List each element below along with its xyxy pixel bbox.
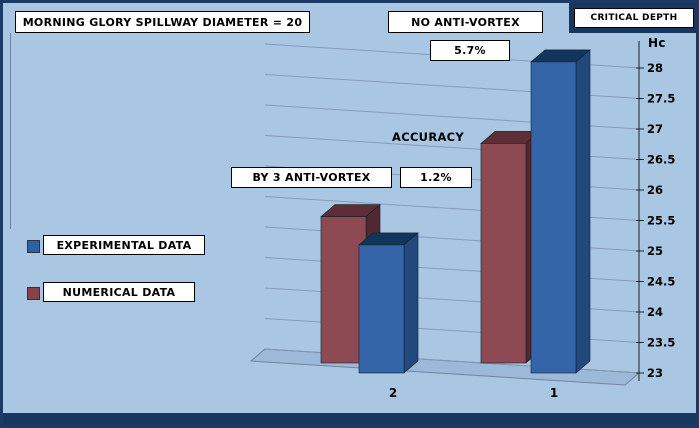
svg-text:27: 27: [647, 122, 663, 136]
category-label: 1: [550, 386, 558, 400]
svg-text:26: 26: [647, 183, 663, 197]
category-label: 2: [389, 386, 397, 400]
svg-text:25.5: 25.5: [647, 214, 675, 228]
by3-accuracy-value-box: 1.2%: [400, 167, 472, 188]
svg-text:23: 23: [647, 366, 663, 380]
legend-swatch-experimental: [27, 240, 40, 253]
svg-text:24.5: 24.5: [647, 275, 675, 289]
bottom-band: [3, 413, 696, 425]
svg-text:24: 24: [647, 305, 663, 319]
svg-text:27.5: 27.5: [647, 92, 675, 106]
by3-anti-vortex-label-box: BY 3 ANTI-VORTEX: [231, 167, 392, 188]
critical-depth-box: CRITICAL DEPTH: [574, 8, 694, 28]
svg-text:23.5: 23.5: [647, 336, 675, 350]
legend-swatch-numerical: [27, 287, 40, 300]
no-anti-vortex-label-box: NO ANTI-VORTEX: [388, 11, 543, 33]
left-rule-divider: [10, 33, 11, 229]
no-av-accuracy-value-box: 5.7%: [430, 40, 510, 61]
critical-depth-panel: CRITICAL DEPTH: [569, 3, 696, 33]
svg-text:26.5: 26.5: [647, 153, 675, 167]
bar-chart-canvas: 23 23.5 24 24.5 25 25.5 26 26.5 27 27.5 28 2 1: [249, 41, 675, 400]
chart-title-box: MORNING GLORY SPILLWAY DIAMETER = 20: [15, 11, 310, 33]
svg-text:25: 25: [647, 244, 663, 258]
y-axis-title: Hc: [648, 36, 666, 50]
accuracy-label: ACCURACY: [392, 130, 465, 144]
legend-label-numerical: NUMERICAL DATA: [43, 282, 195, 302]
legend-label-experimental: EXPERIMENTAL DATA: [43, 235, 205, 255]
svg-text:28: 28: [647, 61, 663, 75]
